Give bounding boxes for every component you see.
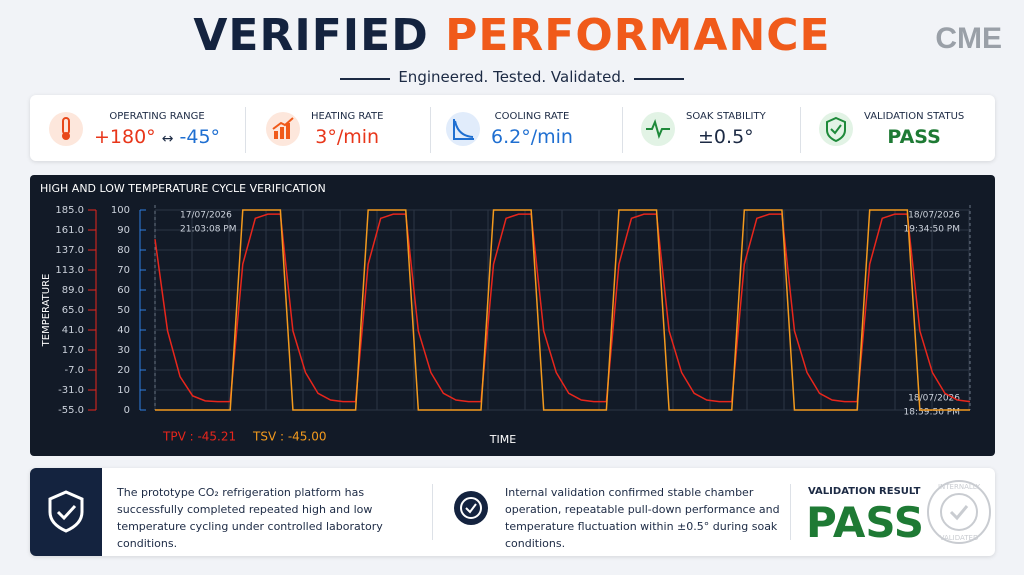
separator [790, 484, 791, 540]
result-label: VALIDATION RESULT [808, 486, 921, 497]
stamp: INTERNALLY VALIDATED [927, 480, 991, 544]
metric-label: HEATING RATE [311, 110, 384, 122]
metric-value: ±0.5° [698, 125, 754, 148]
subtitle: Engineered. Tested. Validated. [398, 68, 626, 86]
stamp-text: INTERNALLY [938, 483, 981, 491]
series-line [155, 209, 970, 411]
metric-value: +180° [94, 125, 156, 148]
timestamp: 17/07/2026 [180, 211, 232, 221]
y2-tick-label: 10 [117, 385, 130, 396]
stamp-text: VALIDATED [940, 534, 979, 542]
series-line [154, 213, 971, 403]
y-tick-label: 137.0 [55, 245, 84, 256]
footer-icon-box [30, 468, 102, 556]
readout: TSV : -45.00 [252, 430, 327, 444]
divider [634, 78, 684, 80]
metric-value: 6.2°/min [491, 125, 573, 148]
logo: CME [935, 22, 1002, 55]
x-axis-label: TIME [489, 433, 516, 446]
y-tick-label: -7.0 [64, 365, 84, 376]
y-axis-label: TEMPERATURE [41, 274, 52, 348]
separator [622, 107, 623, 153]
separator [432, 484, 433, 540]
icon [641, 112, 675, 146]
metric: SOAK STABILITY ±0.5° [640, 103, 766, 155]
metric: HEATING RATE 3°/min [265, 103, 383, 155]
icon [446, 112, 480, 146]
metric-value: -45° [179, 125, 221, 148]
y2-tick-label: 30 [117, 345, 130, 356]
title-part: PERFORMANCE [445, 10, 831, 61]
chart-panel: HIGH AND LOW TEMPERATURE CYCLE VERIFICAT… [30, 175, 995, 456]
timestamp: 18:59:50 PM [904, 408, 960, 418]
y2-tick-label: 0 [124, 405, 130, 416]
y-tick-label: 185.0 [55, 205, 84, 216]
y2-tick-label: 80 [117, 245, 130, 256]
separator [245, 107, 246, 153]
y2-tick-label: 40 [117, 325, 130, 336]
y-tick-label: 41.0 [62, 325, 84, 336]
chart-title: HIGH AND LOW TEMPERATURE CYCLE VERIFICAT… [40, 182, 326, 195]
metric-label: COOLING RATE [494, 110, 570, 122]
y2-tick-label: 60 [117, 285, 130, 296]
metric-label: VALIDATION STATUS [864, 110, 965, 122]
metric-value: 3°/min [315, 125, 380, 148]
footer-text: Internal validation confirmed stable cha… [505, 486, 780, 550]
y2-tick-label: 50 [117, 305, 130, 316]
y2-tick-label: 100 [111, 205, 130, 216]
icon [819, 112, 853, 146]
divider [340, 78, 390, 80]
separator [800, 107, 801, 153]
metric: OPERATING RANGE +180° ↔ -45° [48, 103, 220, 155]
y2-tick-label: 20 [117, 365, 130, 376]
metric: COOLING RATE 6.2°/min [445, 103, 573, 155]
icon [48, 490, 84, 533]
icon [266, 112, 300, 146]
metric-value: ↔ [161, 130, 174, 147]
metric-label: SOAK STABILITY [686, 110, 766, 122]
y-tick-label: 17.0 [62, 345, 84, 356]
y2-tick-label: 70 [117, 265, 130, 276]
footer-card [30, 468, 995, 556]
timestamp: 18/07/2026 [908, 394, 960, 404]
readout: TPV : -45.21 [162, 430, 236, 444]
metric-label: OPERATING RANGE [109, 110, 205, 122]
y-tick-label: -55.0 [58, 405, 84, 416]
y-tick-label: -31.0 [58, 385, 84, 396]
y-tick-label: 113.0 [55, 265, 84, 276]
timestamp: 18/07/2026 [908, 211, 960, 221]
y-tick-label: 161.0 [55, 225, 84, 236]
title-part: VERIFIED [193, 10, 429, 61]
metric-value: PASS [887, 125, 941, 148]
separator [430, 107, 431, 153]
chart: HIGH AND LOW TEMPERATURE CYCLE VERIFICAT… [40, 182, 971, 446]
footer-text: The prototype CO₂ refrigeration platform… [117, 486, 383, 550]
result: PASS [806, 498, 925, 547]
title: VERIFIED PERFORMANCE [0, 10, 1024, 61]
metric: VALIDATION STATUS PASS [818, 103, 964, 155]
y-tick-label: 65.0 [62, 305, 84, 316]
y2-tick-label: 90 [117, 225, 130, 236]
timestamp: 21:03:08 PM [180, 225, 236, 235]
y-tick-label: 89.0 [62, 285, 84, 296]
timestamp: 19:34:50 PM [904, 225, 960, 235]
icon [454, 491, 488, 525]
icon [49, 112, 83, 146]
